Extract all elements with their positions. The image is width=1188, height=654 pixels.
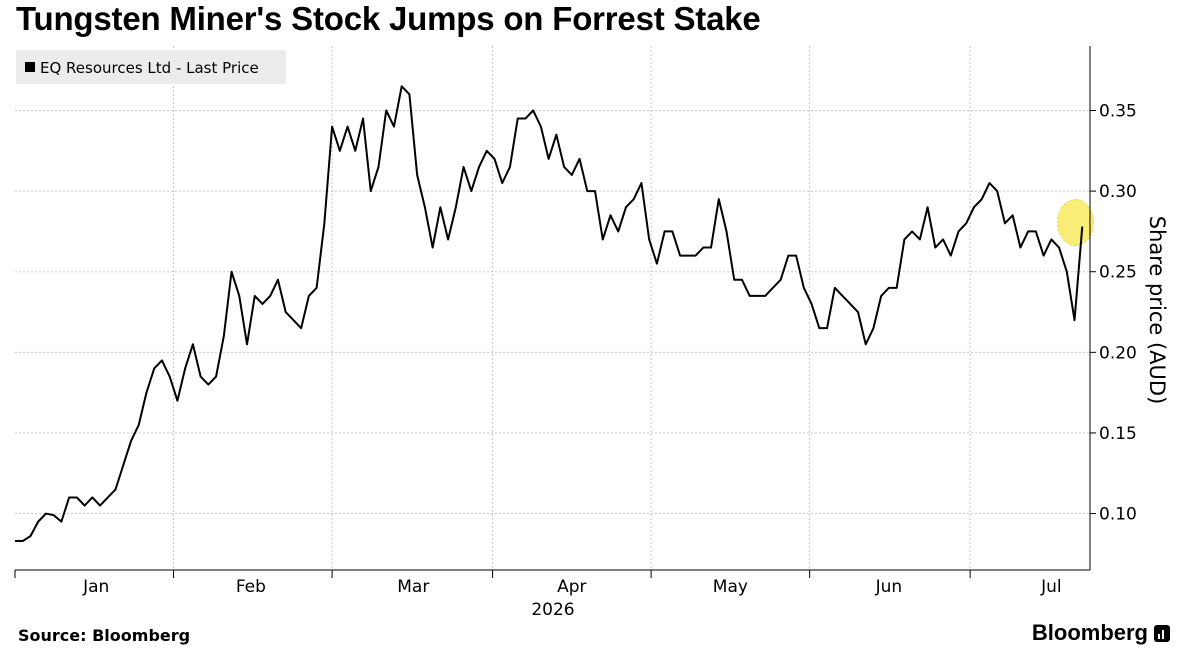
- brand-logo: Bloomberg: [1032, 620, 1170, 646]
- y-axis-title: Share price (AUD): [1145, 216, 1169, 405]
- highlight-marker-layer: [1057, 199, 1095, 247]
- brand-name: Bloomberg: [1031, 620, 1148, 645]
- x-year-label: 2026: [531, 600, 574, 620]
- x-tick-label: Mar: [397, 577, 429, 597]
- axes: 0.10 0.15 0.20 0.25 0.30 0.35 Jan Feb Mar Apr May J…: [14, 46, 1137, 597]
- legend-swatch: [25, 62, 35, 72]
- y-tick-label: 0.30: [1099, 182, 1137, 202]
- y-tick-label: 0.15: [1099, 424, 1137, 444]
- highlight-marker: [1057, 199, 1095, 247]
- source-note: Source: Bloomberg: [18, 626, 191, 645]
- x-tick-label: Jan: [82, 577, 109, 597]
- x-tick-label: Jul: [1040, 577, 1062, 597]
- series-layer: [15, 85, 1084, 542]
- x-tick-label: Apr: [557, 577, 586, 597]
- y-tick-label: 0.20: [1099, 343, 1137, 363]
- series-line: [15, 85, 1084, 542]
- x-tick-label: May: [713, 577, 748, 597]
- x-tick-label: Jun: [875, 577, 903, 597]
- y-tick-label: 0.35: [1099, 101, 1137, 121]
- y-tick-label: 0.10: [1099, 505, 1137, 525]
- legend-label: EQ Resources Ltd - Last Price: [40, 59, 259, 77]
- y-tick-label: 0.25: [1099, 263, 1137, 283]
- x-tick-label: Feb: [236, 577, 266, 597]
- legend-background: [16, 50, 286, 84]
- legend: EQ Resources Ltd - Last Price: [16, 50, 286, 84]
- gridlines: [15, 46, 1090, 570]
- bloomberg-terminal-icon: [1154, 624, 1170, 642]
- chart-title: Tungsten Miner's Stock Jumps on Forrest …: [16, 0, 761, 37]
